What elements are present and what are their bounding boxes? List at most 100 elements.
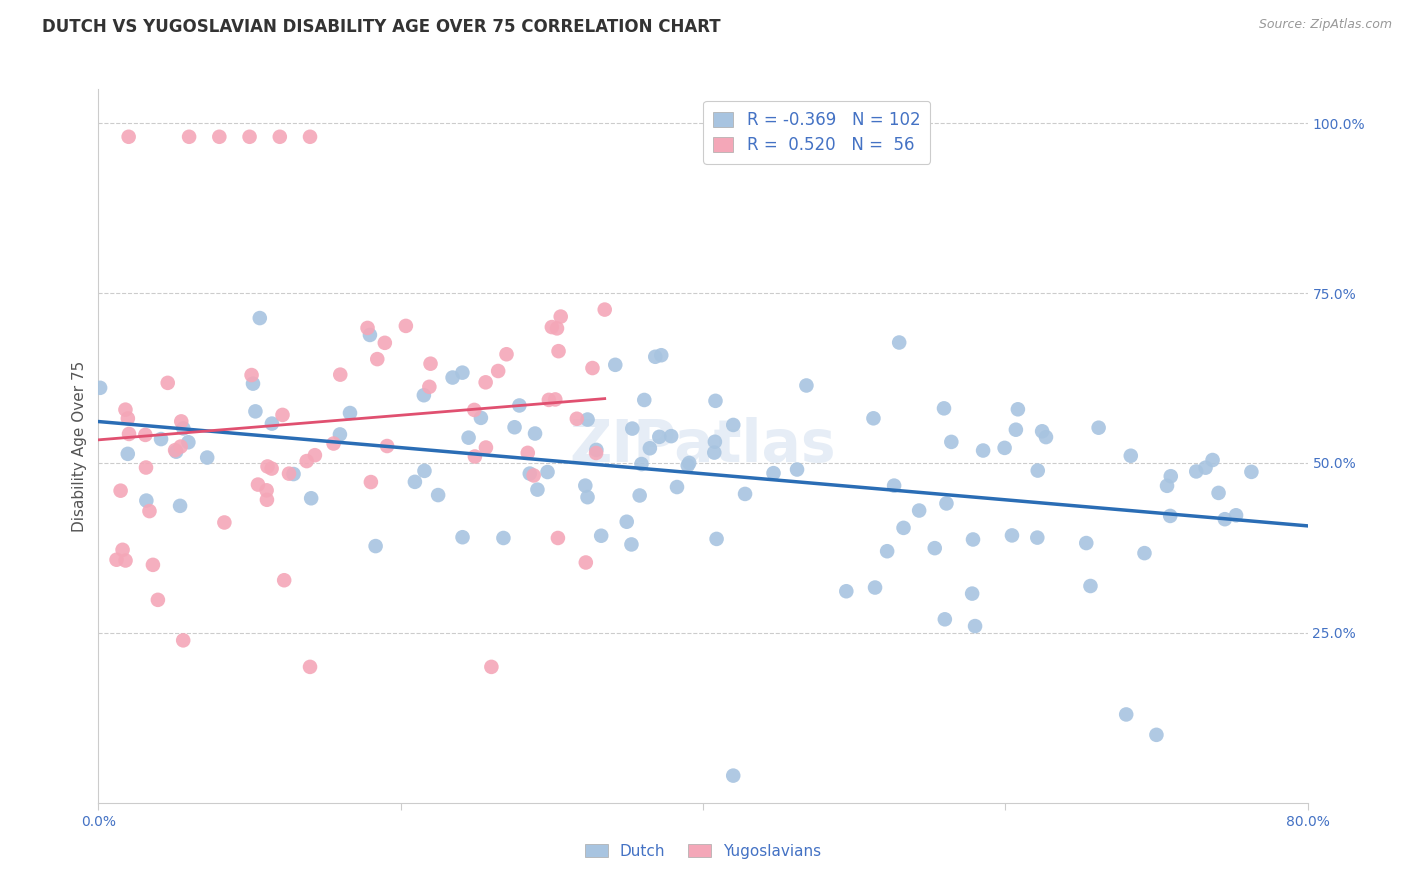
Point xyxy=(941,434,963,449)
Point xyxy=(723,769,745,783)
Point xyxy=(616,515,638,529)
Point xyxy=(195,450,218,465)
Point xyxy=(419,357,441,371)
Point xyxy=(295,454,318,468)
Point xyxy=(299,129,322,144)
Point xyxy=(146,592,169,607)
Point xyxy=(703,434,725,449)
Point xyxy=(1144,728,1167,742)
Point xyxy=(519,467,541,481)
Point xyxy=(932,401,955,416)
Point xyxy=(427,488,450,502)
Point xyxy=(1087,420,1109,434)
Point xyxy=(463,403,485,417)
Point xyxy=(322,436,344,450)
Point xyxy=(962,533,984,547)
Point xyxy=(523,468,546,483)
Point xyxy=(105,552,128,566)
Point xyxy=(172,633,194,648)
Point xyxy=(299,660,322,674)
Point xyxy=(1133,546,1156,560)
Point xyxy=(1208,486,1230,500)
Point xyxy=(723,417,745,432)
Point xyxy=(581,361,603,376)
Point xyxy=(593,302,616,317)
Point xyxy=(278,467,301,481)
Point xyxy=(366,352,388,367)
Point xyxy=(638,442,661,456)
Point xyxy=(924,541,946,556)
Point xyxy=(117,447,139,461)
Point xyxy=(620,537,643,551)
Point xyxy=(486,364,509,378)
Point xyxy=(179,129,201,144)
Point xyxy=(256,483,278,498)
Point xyxy=(547,344,569,359)
Point xyxy=(585,442,607,457)
Point xyxy=(1240,465,1263,479)
Point xyxy=(762,466,785,480)
Point xyxy=(299,491,322,506)
Point xyxy=(418,380,440,394)
Point xyxy=(1159,508,1181,523)
Point xyxy=(135,460,157,475)
Point xyxy=(256,459,278,474)
Point xyxy=(676,458,699,473)
Point xyxy=(135,493,157,508)
Point xyxy=(475,441,498,455)
Point xyxy=(704,393,727,408)
Point xyxy=(240,368,263,382)
Point xyxy=(889,335,911,350)
Point xyxy=(1007,402,1029,417)
Point xyxy=(273,573,295,587)
Point xyxy=(356,321,378,335)
Point xyxy=(633,392,655,407)
Point xyxy=(1213,512,1236,526)
Point xyxy=(110,483,132,498)
Point xyxy=(934,612,956,626)
Point xyxy=(165,443,187,458)
Point xyxy=(893,521,915,535)
Point xyxy=(89,381,111,395)
Point xyxy=(1201,453,1223,467)
Point xyxy=(142,558,165,572)
Point xyxy=(550,310,572,324)
Text: DUTCH VS YUGOSLAVIAN DISABILITY AGE OVER 75 CORRELATION CHART: DUTCH VS YUGOSLAVIAN DISABILITY AGE OVER… xyxy=(42,18,721,36)
Point xyxy=(375,439,398,453)
Point xyxy=(628,488,651,502)
Point xyxy=(630,457,652,471)
Point xyxy=(177,435,200,450)
Point xyxy=(242,376,264,391)
Point xyxy=(863,581,886,595)
Point xyxy=(492,531,515,545)
Legend: Dutch, Yugoslavians: Dutch, Yugoslavians xyxy=(576,836,830,866)
Point xyxy=(666,480,689,494)
Point xyxy=(908,503,931,517)
Point xyxy=(503,420,526,434)
Point xyxy=(329,368,352,382)
Point xyxy=(339,406,361,420)
Point xyxy=(118,129,141,144)
Point xyxy=(404,475,426,489)
Point xyxy=(457,431,479,445)
Point xyxy=(537,392,560,407)
Point xyxy=(544,392,567,407)
Point xyxy=(546,321,568,335)
Point xyxy=(208,129,231,144)
Point xyxy=(395,318,418,333)
Point xyxy=(862,411,884,425)
Point xyxy=(1194,460,1216,475)
Point xyxy=(1119,449,1142,463)
Point xyxy=(111,542,134,557)
Point xyxy=(170,414,193,428)
Point xyxy=(470,410,492,425)
Point xyxy=(239,129,262,144)
Point xyxy=(524,426,547,441)
Point xyxy=(138,504,160,518)
Point xyxy=(1005,423,1028,437)
Point xyxy=(481,660,503,674)
Point xyxy=(883,478,905,492)
Point xyxy=(283,467,305,481)
Point xyxy=(464,450,486,464)
Point xyxy=(1001,528,1024,542)
